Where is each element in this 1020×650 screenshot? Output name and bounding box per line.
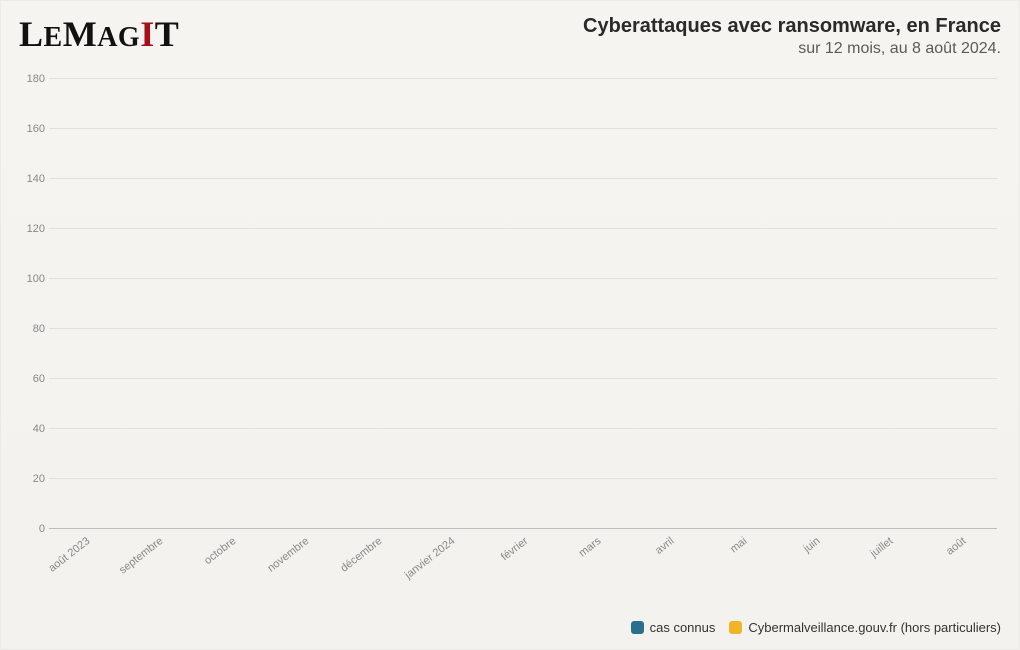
legend-label: cas connus [650,620,716,635]
header: LEMAGIT Cyberattaques avec ransomware, e… [19,13,1001,58]
y-tick-label: 40 [19,423,45,435]
logo-char: AG [97,22,140,53]
axis-area: 020406080100120140160180 [49,79,997,529]
x-label-cell: avril [632,529,705,563]
x-label-cell: mai [705,529,778,563]
x-label-cell: novembre [268,529,341,563]
x-label-cell: janvier 2024 [414,529,487,563]
legend-swatch [729,621,742,634]
y-tick-label: 20 [19,473,45,485]
y-tick-label: 100 [19,273,45,285]
y-tick-label: 80 [19,323,45,335]
bars-container [49,79,997,529]
x-axis-labels: août 2023septembreoctobrenovembredécembr… [49,529,997,563]
x-label-cell: août 2023 [49,529,122,563]
grid-line [49,378,997,379]
grid-line [49,78,997,79]
legend-item-cas-connus: cas connus [631,620,716,635]
x-label-cell: mars [559,529,632,563]
grid-line [49,178,997,179]
y-tick-label: 0 [19,523,45,535]
y-tick-label: 180 [19,73,45,85]
logo-char: I [140,14,155,54]
x-label-cell: juin [778,529,851,563]
x-label-cell: juillet [851,529,924,563]
legend: cas connus Cybermalveillance.gouv.fr (ho… [631,620,1001,635]
y-tick-label: 120 [19,223,45,235]
grid-line [49,278,997,279]
grid-line [49,328,997,329]
x-label-cell: décembre [341,529,414,563]
legend-item-cybermalveillance: Cybermalveillance.gouv.fr (hors particul… [729,620,1001,635]
grid-line [49,128,997,129]
x-label-cell: septembre [122,529,195,563]
chart-subtitle: sur 12 mois, au 8 août 2024. [583,40,1001,58]
chart-title: Cyberattaques avec ransomware, en France [583,15,1001,38]
chart-frame: LEMAGIT Cyberattaques avec ransomware, e… [0,0,1020,650]
logo-lemagit: LEMAGIT [19,13,179,55]
x-label-cell: février [487,529,560,563]
logo-char: M [63,14,97,54]
logo-char: E [44,22,63,53]
x-label-cell: août [924,529,997,563]
grid-line [49,478,997,479]
plot-area: 020406080100120140160180 août 2023septem… [19,79,1001,563]
logo-char: T [155,14,180,54]
grid-line [49,428,997,429]
legend-label: Cybermalveillance.gouv.fr (hors particul… [748,620,1001,635]
title-block: Cyberattaques avec ransomware, en France… [583,13,1001,58]
y-tick-label: 140 [19,173,45,185]
y-tick-label: 160 [19,123,45,135]
y-tick-label: 60 [19,373,45,385]
grid-line [49,228,997,229]
x-label-cell: octobre [195,529,268,563]
legend-swatch [631,621,644,634]
logo-char: L [19,14,44,54]
